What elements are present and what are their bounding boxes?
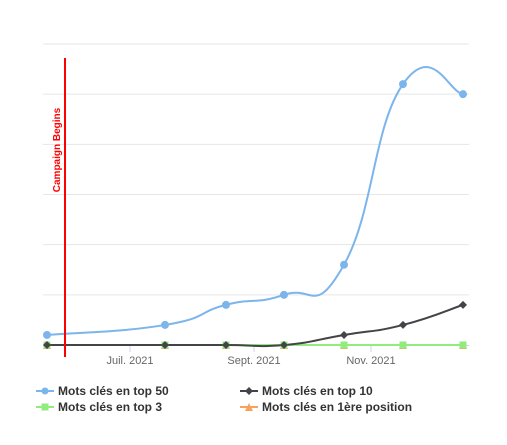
data-point-top50[interactable] — [459, 90, 467, 99]
data-point-top3[interactable] — [340, 341, 348, 349]
data-point-top50[interactable] — [280, 290, 288, 299]
x-tick-label: Juil. 2021 — [106, 355, 153, 367]
legend-label-first-position: Mots clés en 1ère position — [262, 400, 413, 414]
legend-item-top50[interactable]: Mots clés en top 50 — [36, 384, 169, 398]
data-point-top50[interactable] — [161, 320, 169, 329]
legend-marker-top50-icon — [36, 387, 54, 395]
legend: Mots clés en top 50 Mots clés en top 10 … — [36, 384, 476, 418]
legend-marker-top3-icon — [36, 403, 54, 411]
legend-marker-top10-icon — [240, 387, 258, 395]
legend-label-top50: Mots clés en top 50 — [58, 384, 169, 398]
line-chart: Juil. 2021 Sept. 2021 Nov. 2021 Campaign B… — [43, 43, 469, 367]
data-point-top10[interactable] — [222, 341, 230, 349]
legend-item-top3[interactable]: Mots clés en top 3 — [36, 400, 162, 414]
data-point-top50[interactable] — [399, 80, 407, 89]
grid-lines — [43, 43, 469, 296]
legend-label-top10: Mots clés en top 10 — [262, 384, 373, 398]
data-point-top10[interactable] — [43, 341, 51, 349]
legend-item-top10[interactable]: Mots clés en top 10 — [240, 384, 373, 398]
data-point-top10[interactable] — [340, 330, 348, 339]
series-lines — [46, 66, 464, 348]
series-markers — [43, 80, 467, 349]
data-point-top50[interactable] — [222, 300, 230, 309]
data-point-top10[interactable] — [399, 320, 407, 329]
data-point-top50[interactable] — [340, 260, 348, 269]
x-tick-label: Nov. 2021 — [346, 355, 395, 367]
legend-label-top3: Mots clés en top 3 — [58, 400, 163, 414]
x-tick-label: Sept. 2021 — [227, 355, 280, 367]
legend-item-first-position[interactable]: Mots clés en 1ère position — [240, 400, 412, 414]
legend-marker-first-position-icon — [240, 403, 258, 411]
data-point-top3[interactable] — [399, 341, 407, 349]
data-point-top10[interactable] — [280, 341, 288, 349]
data-point-top10[interactable] — [459, 300, 467, 309]
data-point-top3[interactable] — [459, 341, 467, 349]
data-point-top50[interactable] — [43, 330, 51, 339]
campaign-label: Campaign Begins — [52, 107, 63, 192]
data-point-top10[interactable] — [161, 341, 169, 349]
campaign-annotation: Campaign Begins — [52, 58, 66, 357]
